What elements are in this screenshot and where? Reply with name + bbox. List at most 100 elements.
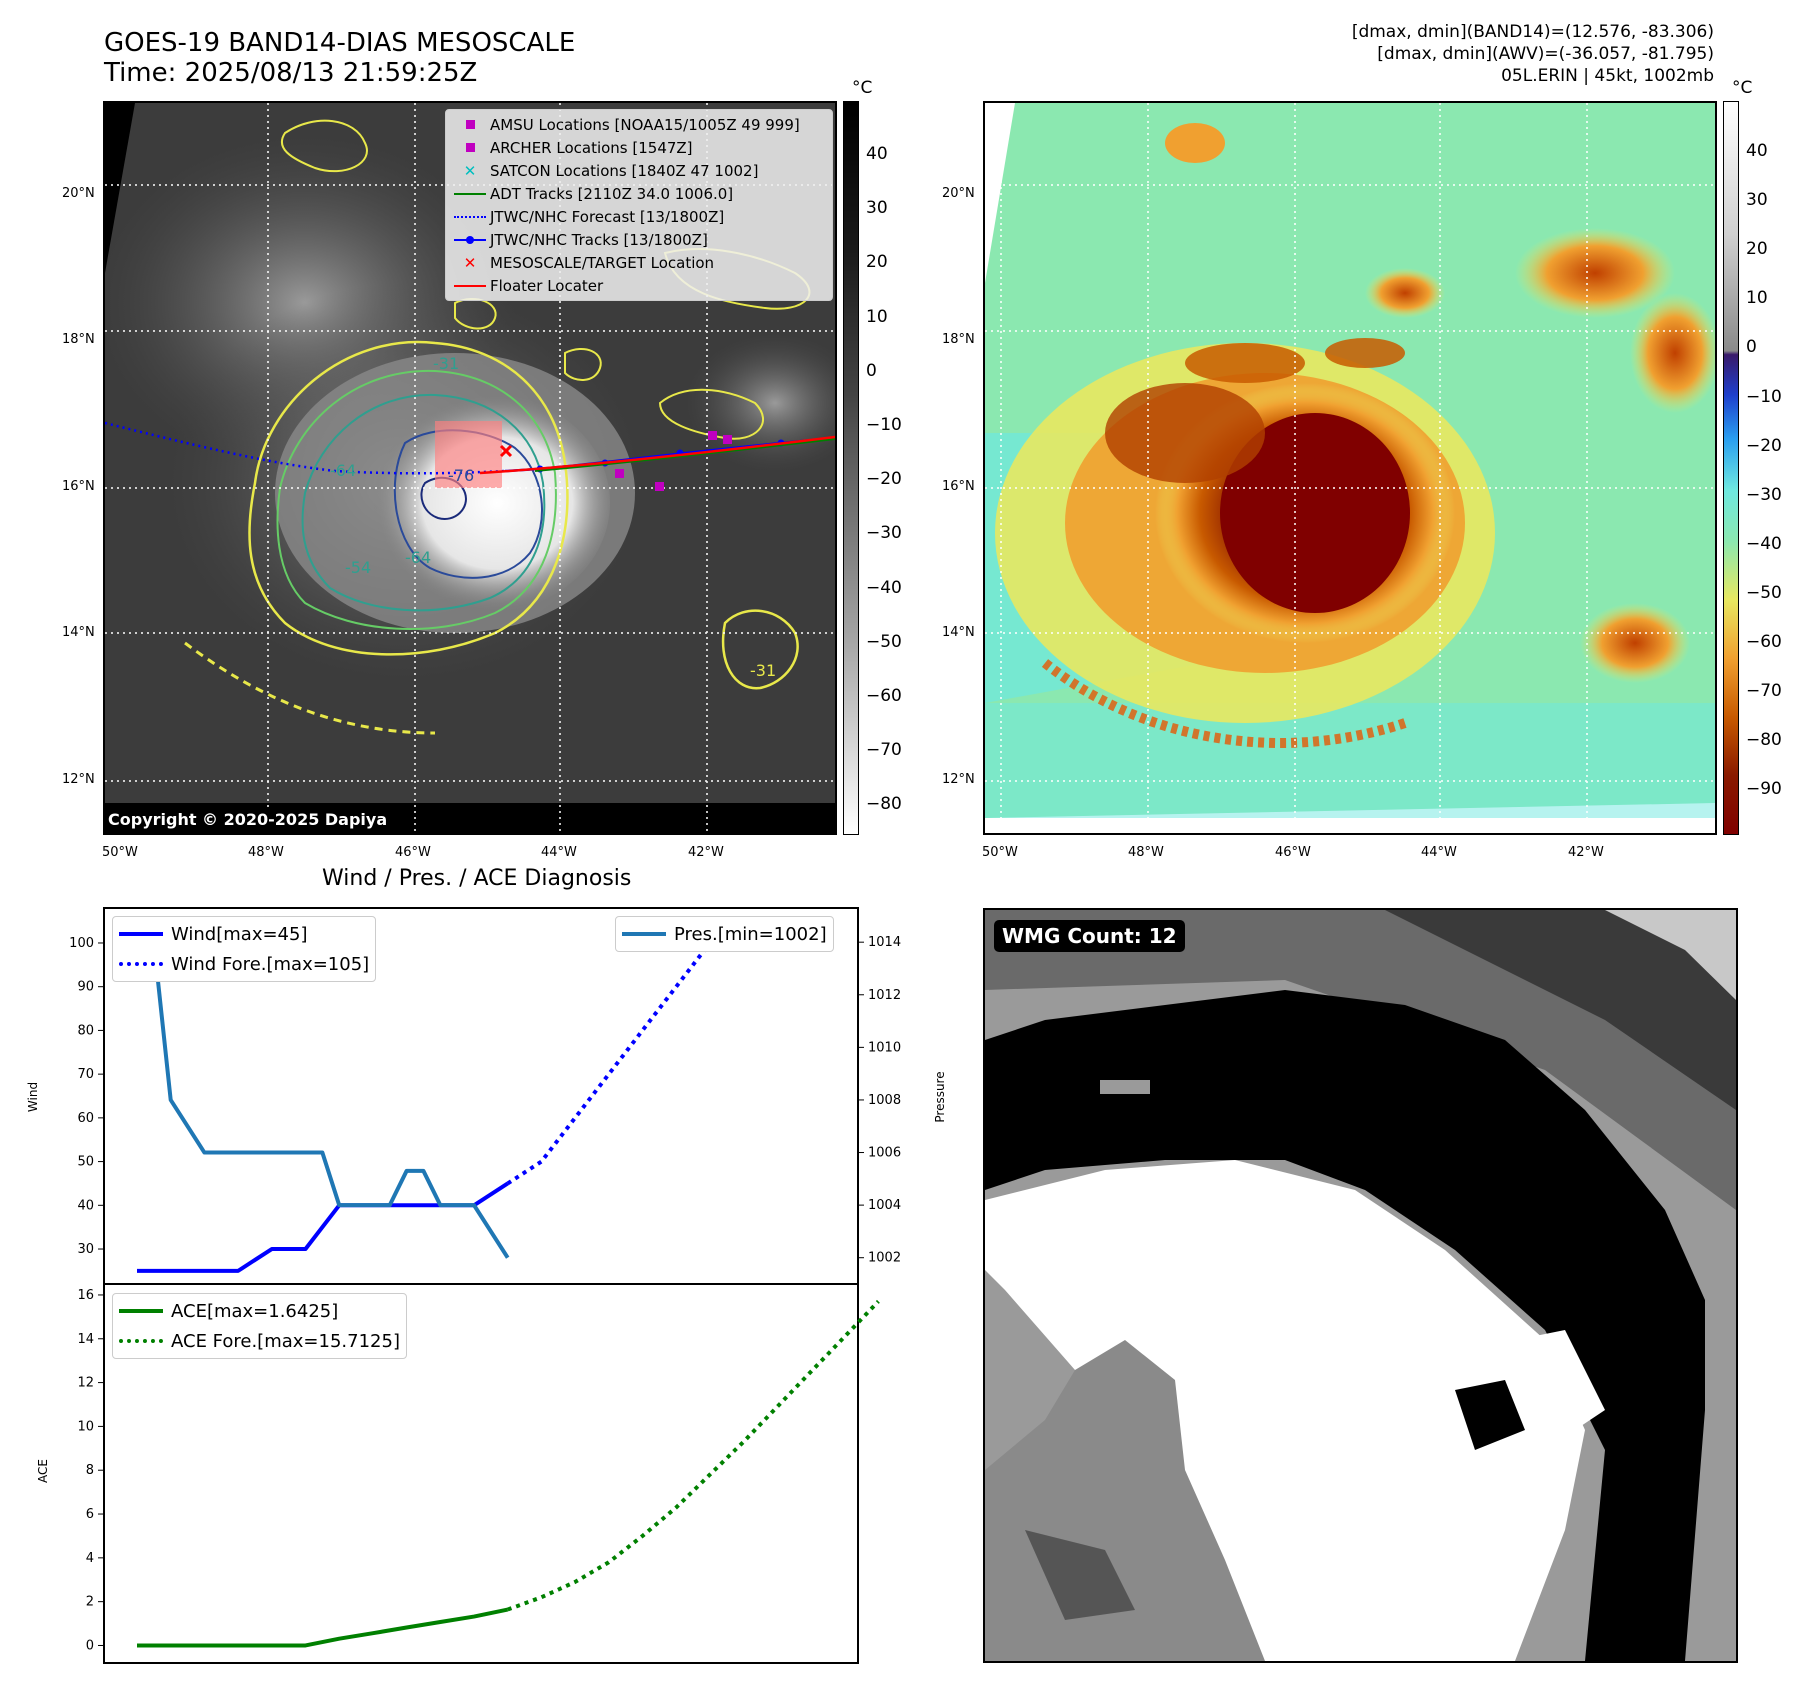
- map-legend-item: ARCHER Locations [1547Z]: [450, 136, 828, 159]
- lon-tick: 50°W: [102, 845, 138, 860]
- colorbar-tick: −20: [866, 469, 902, 490]
- colorbar-tick: 10: [1746, 288, 1768, 309]
- lat-tick: 18°N: [942, 332, 975, 347]
- series-line: [137, 940, 510, 1259]
- series-line: [137, 1607, 509, 1648]
- lat-tick: 14°N: [942, 625, 975, 640]
- legend-marker-icon: ✕: [463, 161, 477, 180]
- colorbar-tick: 40: [1746, 141, 1768, 161]
- colorbar-tick: −30: [866, 523, 902, 544]
- ace-tick: 8: [86, 1463, 94, 1478]
- colorbar-unit: °C: [1732, 78, 1753, 98]
- figure-time: Time: 2025/08/13 21:59:25Z: [104, 58, 478, 88]
- legend-ace: ACE[max=1.6425]: [171, 1300, 339, 1322]
- map-legend-label: ADT Tracks [2110Z 34.0 1006.0]: [490, 184, 734, 203]
- map-legend: AMSU Locations [NOAA15/1005Z 49 999] ARCH…: [445, 109, 833, 301]
- wind-tick: 50: [77, 1155, 94, 1170]
- info-band14-range: [dmax, dmin](BAND14)=(12.576, -83.306): [1351, 22, 1714, 42]
- colorbar-tick: 0: [1746, 337, 1757, 358]
- copyright-label: Copyright © 2020-2025 Dapiya: [104, 808, 392, 831]
- map-legend-label: MESOSCALE/TARGET Location: [490, 253, 715, 272]
- lat-tick: 12°N: [942, 772, 975, 787]
- colorbar-unit: °C: [852, 78, 873, 98]
- ace-tick: 14: [77, 1332, 94, 1347]
- map-legend-item: JTWC/NHC Tracks [13/1800Z]: [450, 228, 828, 251]
- colorbar-tick: 40: [866, 144, 888, 164]
- pressure-tick: 1010: [868, 1040, 901, 1055]
- ace-legend: ACE[max=1.6425] ACE Fore.[max=15.7125]: [112, 1293, 407, 1359]
- map-legend-item: ✕ MESOSCALE/TARGET Location: [450, 251, 828, 274]
- colorbar-tick: −50: [1746, 582, 1782, 603]
- lat-tick: 20°N: [62, 186, 95, 201]
- wind-legend: Wind[max=45] Wind Fore.[max=105]: [112, 916, 377, 982]
- colorbar-tick: 20: [1746, 239, 1768, 260]
- colorbar-tick: 20: [866, 252, 888, 273]
- ace-tick: 0: [86, 1638, 94, 1653]
- legend-wind: Wind[max=45]: [171, 923, 308, 945]
- series-line: [137, 1181, 509, 1273]
- series-line: [507, 1299, 880, 1612]
- colorbar-tick: −80: [866, 794, 902, 815]
- map-legend-label: Floater Locater: [490, 276, 604, 295]
- lon-tick: 44°W: [541, 845, 577, 860]
- ace-tick: 10: [77, 1419, 94, 1434]
- lon-tick: 42°W: [1568, 845, 1604, 860]
- pressure-tick: 1014: [868, 935, 901, 950]
- colorbar-tick: −80: [1746, 730, 1782, 751]
- legend-marker-icon: [450, 215, 490, 218]
- colorbar-tick: −50: [866, 631, 902, 652]
- legend-wind-fore: Wind Fore.[max=105]: [171, 953, 370, 975]
- awv-map-panel: [983, 101, 1717, 835]
- wind-tick: 70: [77, 1067, 94, 1082]
- right-colorbar: [1723, 101, 1739, 835]
- colorbar-tick: 0: [866, 360, 877, 381]
- lon-tick: 46°W: [395, 845, 431, 860]
- legend-marker-icon: [450, 284, 490, 287]
- colorbar-tick: 30: [1746, 190, 1768, 211]
- contour-label: -54: [345, 558, 371, 577]
- series-line: [506, 919, 811, 1186]
- wind-tick: 80: [77, 1023, 94, 1038]
- contour-label: -64: [405, 548, 431, 567]
- map-legend-label: JTWC/NHC Forecast [13/1800Z]: [490, 207, 725, 226]
- wmg-image: [985, 910, 1736, 1661]
- map-legend-label: ARCHER Locations [1547Z]: [490, 138, 693, 157]
- map-legend-label: AMSU Locations [NOAA15/1005Z 49 999]: [490, 115, 800, 134]
- lon-tick: 48°W: [1128, 845, 1164, 860]
- ir-map-panel: -31 -64 -76 -54 -64 -31 AMSU Locations […: [103, 101, 837, 835]
- map-legend-item: Floater Locater: [450, 274, 828, 297]
- lat-tick: 16°N: [62, 479, 95, 494]
- ace-tick: 6: [86, 1507, 94, 1522]
- legend-marker-icon: [450, 192, 490, 195]
- lat-tick: 14°N: [62, 625, 95, 640]
- lat-tick: 18°N: [62, 332, 95, 347]
- colorbar-tick: 10: [866, 306, 888, 327]
- colorbar-tick: −90: [1746, 779, 1782, 800]
- info-storm: 05L.ERIN | 45kt, 1002mb: [1501, 66, 1714, 86]
- pressure-tick: 1008: [868, 1093, 901, 1108]
- contour-label: -31: [433, 354, 459, 373]
- lat-tick: 20°N: [942, 186, 975, 201]
- colorbar-tick: −40: [1746, 533, 1782, 554]
- colorbar-tick: −60: [1746, 632, 1782, 652]
- colorbar-tick: −10: [866, 415, 902, 435]
- colorbar-tick: −30: [1746, 484, 1782, 505]
- wind-tick: 60: [77, 1111, 94, 1126]
- legend-ace-fore: ACE Fore.[max=15.7125]: [171, 1330, 400, 1352]
- contour-label: -64: [330, 461, 356, 480]
- pressure-tick: 1004: [868, 1198, 901, 1213]
- lon-tick: 50°W: [982, 845, 1018, 860]
- wind-tick: 90: [77, 980, 94, 995]
- colorbar-tick: −10: [1746, 386, 1782, 407]
- ace-tick: 2: [86, 1595, 94, 1610]
- pressure-axis-label: Pressure: [933, 1071, 947, 1123]
- map-legend-label: SATCON Locations [1840Z 47 1002]: [490, 161, 759, 180]
- pressure-legend: Pres.[min=1002]: [615, 916, 834, 952]
- map-legend-item: AMSU Locations [NOAA15/1005Z 49 999]: [450, 113, 828, 136]
- wind-tick: 100: [69, 936, 94, 951]
- legend-marker-icon: [450, 235, 490, 244]
- wind-tick: 40: [77, 1198, 94, 1213]
- legend-marker-icon: [450, 120, 490, 129]
- colorbar-tick: −20: [1746, 435, 1782, 456]
- colorbar-tick: −60: [866, 686, 902, 706]
